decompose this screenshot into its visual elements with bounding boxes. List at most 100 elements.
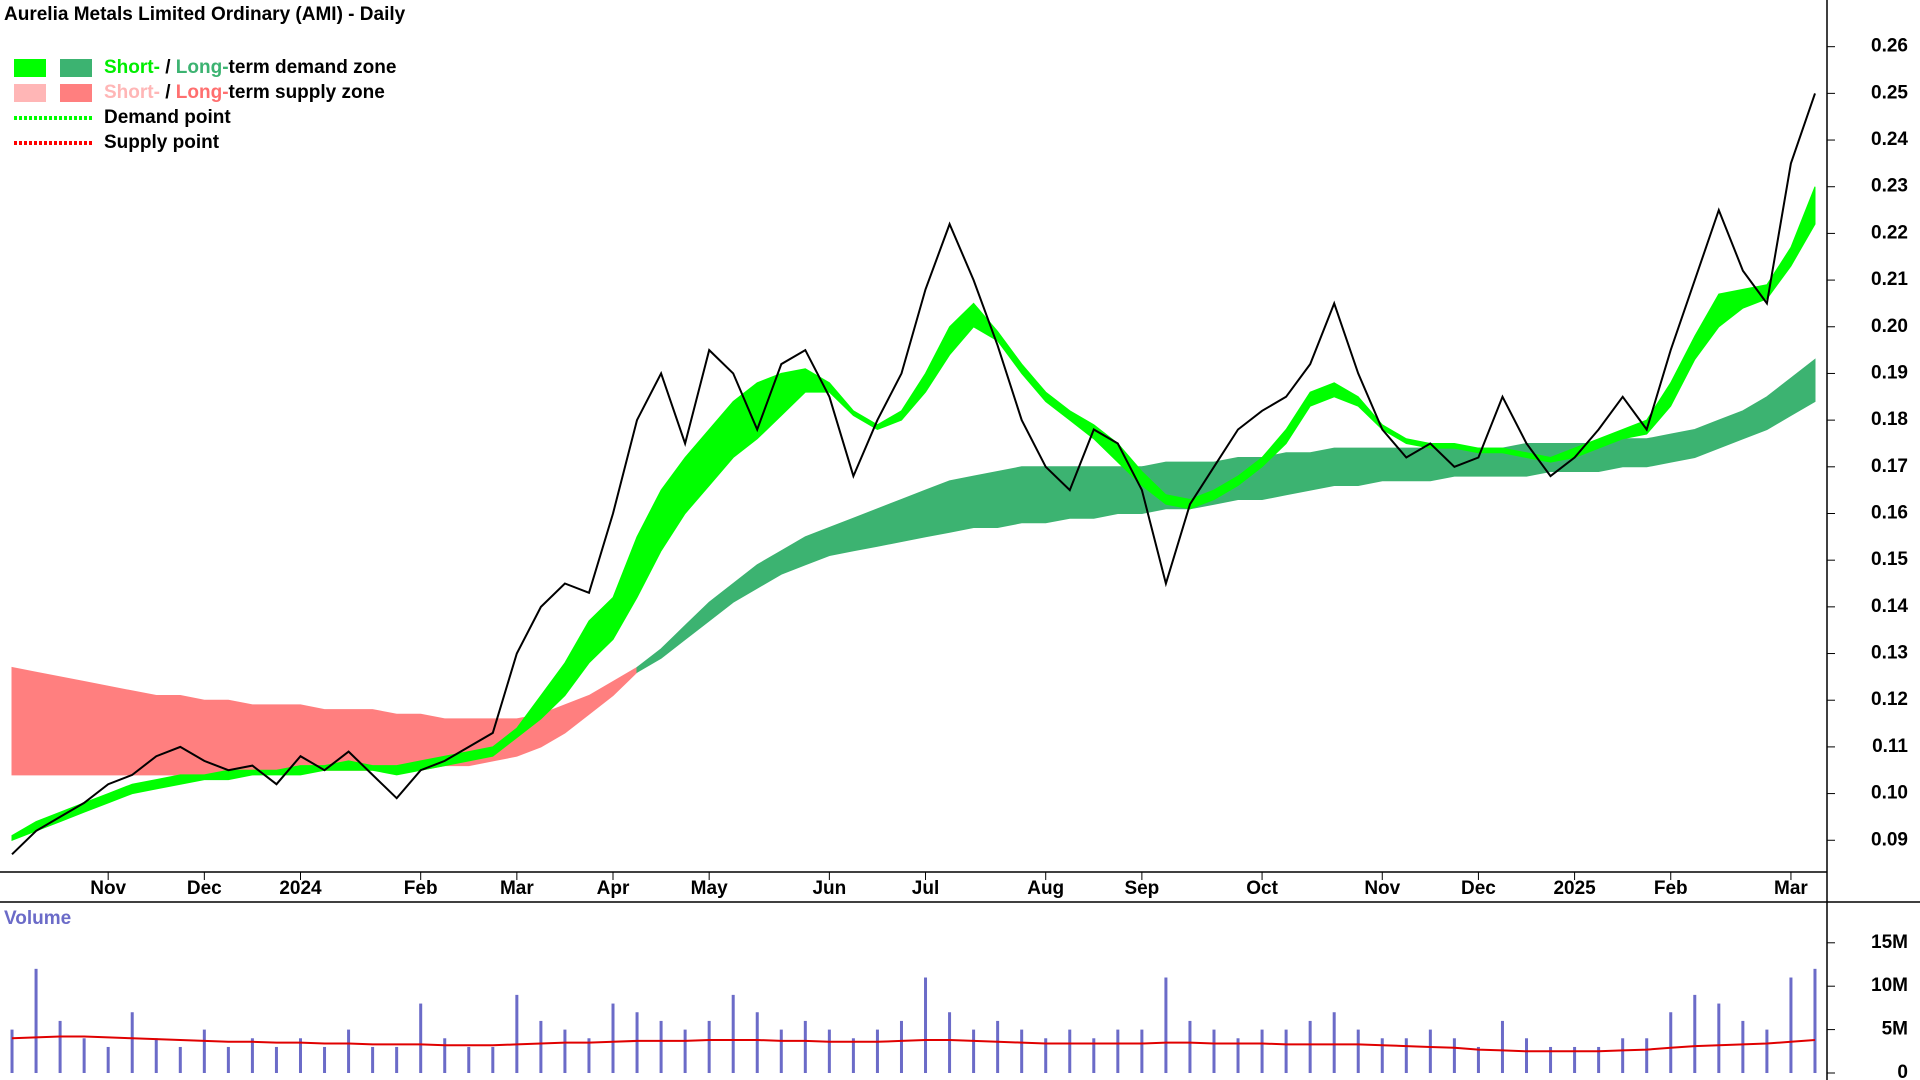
- line: [11, 93, 1816, 856]
- chart-title: Aurelia Metals Limited Ordinary (AMI) - …: [4, 4, 406, 25]
- volume-bar: [1621, 1038, 1625, 1073]
- legend-part: term demand zone: [229, 57, 397, 78]
- legend-part: Demand point: [104, 107, 231, 128]
- volume-bar: [1044, 1038, 1048, 1073]
- volume-bar: [1068, 1029, 1072, 1073]
- x-tick-label: Feb: [404, 878, 438, 899]
- volume-bar: [1452, 1038, 1456, 1073]
- volume-bar: [1500, 1020, 1504, 1073]
- volume-bar: [659, 1020, 663, 1073]
- y-tick-label: 0.09: [1871, 829, 1908, 850]
- volume-bar: [1308, 1020, 1312, 1073]
- volume-bar: [1404, 1038, 1408, 1073]
- volume-bar: [587, 1038, 591, 1073]
- volume-bar: [899, 1020, 903, 1073]
- volume-bar: [755, 1012, 759, 1073]
- volume-bar: [683, 1029, 687, 1073]
- volume-bar: [707, 1020, 711, 1073]
- volume-bar: [611, 1003, 615, 1073]
- volume-bar: [106, 1046, 110, 1073]
- volume-bar: [1717, 1003, 1721, 1073]
- volume-bar: [58, 1020, 62, 1073]
- y-tick-label: 0.14: [1871, 596, 1908, 617]
- legend-part: Short-: [104, 57, 160, 78]
- x-tick-label: 2024: [279, 878, 322, 899]
- zone-band: [11, 186, 1816, 842]
- x-tick-label: Mar: [500, 878, 534, 899]
- volume-bar: [491, 1046, 495, 1073]
- volume-bar: [1693, 994, 1697, 1073]
- y-tick-label: 10M: [1871, 975, 1908, 996]
- y-tick-label: 0.23: [1871, 176, 1908, 197]
- volume-bar: [1789, 977, 1793, 1073]
- volume-bar: [1284, 1029, 1288, 1073]
- legend-swatch: [14, 84, 46, 102]
- volume-bar: [635, 1012, 639, 1073]
- legend-part: Long-: [176, 57, 229, 78]
- volume-bar: [226, 1046, 230, 1073]
- y-tick-label: 0.17: [1871, 456, 1908, 477]
- x-tick-label: Jun: [812, 878, 846, 899]
- x-tick-label: Sep: [1124, 878, 1159, 899]
- volume-bar: [875, 1029, 879, 1073]
- volume-bar: [1116, 1029, 1120, 1073]
- volume-bar: [1380, 1038, 1384, 1073]
- volume-bar: [515, 994, 519, 1073]
- volume-bar: [274, 1046, 278, 1073]
- volume-bar: [1140, 1029, 1144, 1073]
- y-tick-label: 0.21: [1871, 269, 1908, 290]
- x-tick-label: Dec: [187, 878, 222, 899]
- volume-bar: [419, 1003, 423, 1073]
- volume-bar: [467, 1046, 471, 1073]
- volume-bar: [1476, 1046, 1480, 1073]
- volume-bar: [996, 1020, 1000, 1073]
- x-tick-label: May: [691, 878, 728, 899]
- volume-bar: [298, 1038, 302, 1073]
- x-tick-label: 2025: [1553, 878, 1596, 899]
- volume-bar: [395, 1046, 399, 1073]
- volume-bar: [154, 1038, 158, 1073]
- volume-bar: [1260, 1029, 1264, 1073]
- volume-bar: [1188, 1020, 1192, 1073]
- legend-text: Short- / Long-term supply zone: [104, 82, 385, 103]
- volume-bar: [34, 968, 38, 1073]
- volume-bar: [1212, 1029, 1216, 1073]
- volume-bar: [1092, 1038, 1096, 1073]
- volume-bar: [539, 1020, 543, 1073]
- x-tick-label: Feb: [1654, 878, 1688, 899]
- volume-bar: [827, 1029, 831, 1073]
- volume-bar: [250, 1038, 254, 1073]
- legend-part: /: [160, 82, 176, 103]
- volume-bar: [130, 1012, 134, 1073]
- y-tick-label: 0.13: [1871, 643, 1908, 664]
- volume-bar: [803, 1020, 807, 1073]
- y-tick-label: 0.15: [1871, 549, 1908, 570]
- zone-band: [11, 666, 638, 776]
- volume-bar: [924, 977, 928, 1073]
- volume-bar: [82, 1038, 86, 1073]
- legend-part: Long-: [176, 82, 229, 103]
- y-tick-label: 0.22: [1871, 222, 1908, 243]
- volume-bar: [563, 1029, 567, 1073]
- x-tick-label: Aug: [1027, 878, 1064, 899]
- volume-bar: [1813, 968, 1817, 1073]
- legend-text: Short- / Long-term demand zone: [104, 57, 396, 78]
- x-tick-label: Mar: [1774, 878, 1808, 899]
- x-tick-label: Dec: [1461, 878, 1496, 899]
- volume-bar: [347, 1029, 351, 1073]
- legend-text: Supply point: [104, 132, 220, 153]
- x-tick-label: Oct: [1246, 878, 1278, 899]
- volume-bar: [1765, 1029, 1769, 1073]
- volume-bar: [731, 994, 735, 1073]
- volume-bar: [371, 1046, 375, 1073]
- volume-bar: [1332, 1012, 1336, 1073]
- legend-part: Short-: [104, 82, 160, 103]
- y-tick-label: 0.20: [1871, 316, 1908, 337]
- y-tick-label: 15M: [1871, 932, 1908, 953]
- x-tick-label: Nov: [90, 878, 126, 899]
- legend-part: /: [160, 57, 176, 78]
- volume-bar: [323, 1046, 327, 1073]
- volume-bar: [1669, 1012, 1673, 1073]
- y-tick-label: 0.19: [1871, 362, 1908, 383]
